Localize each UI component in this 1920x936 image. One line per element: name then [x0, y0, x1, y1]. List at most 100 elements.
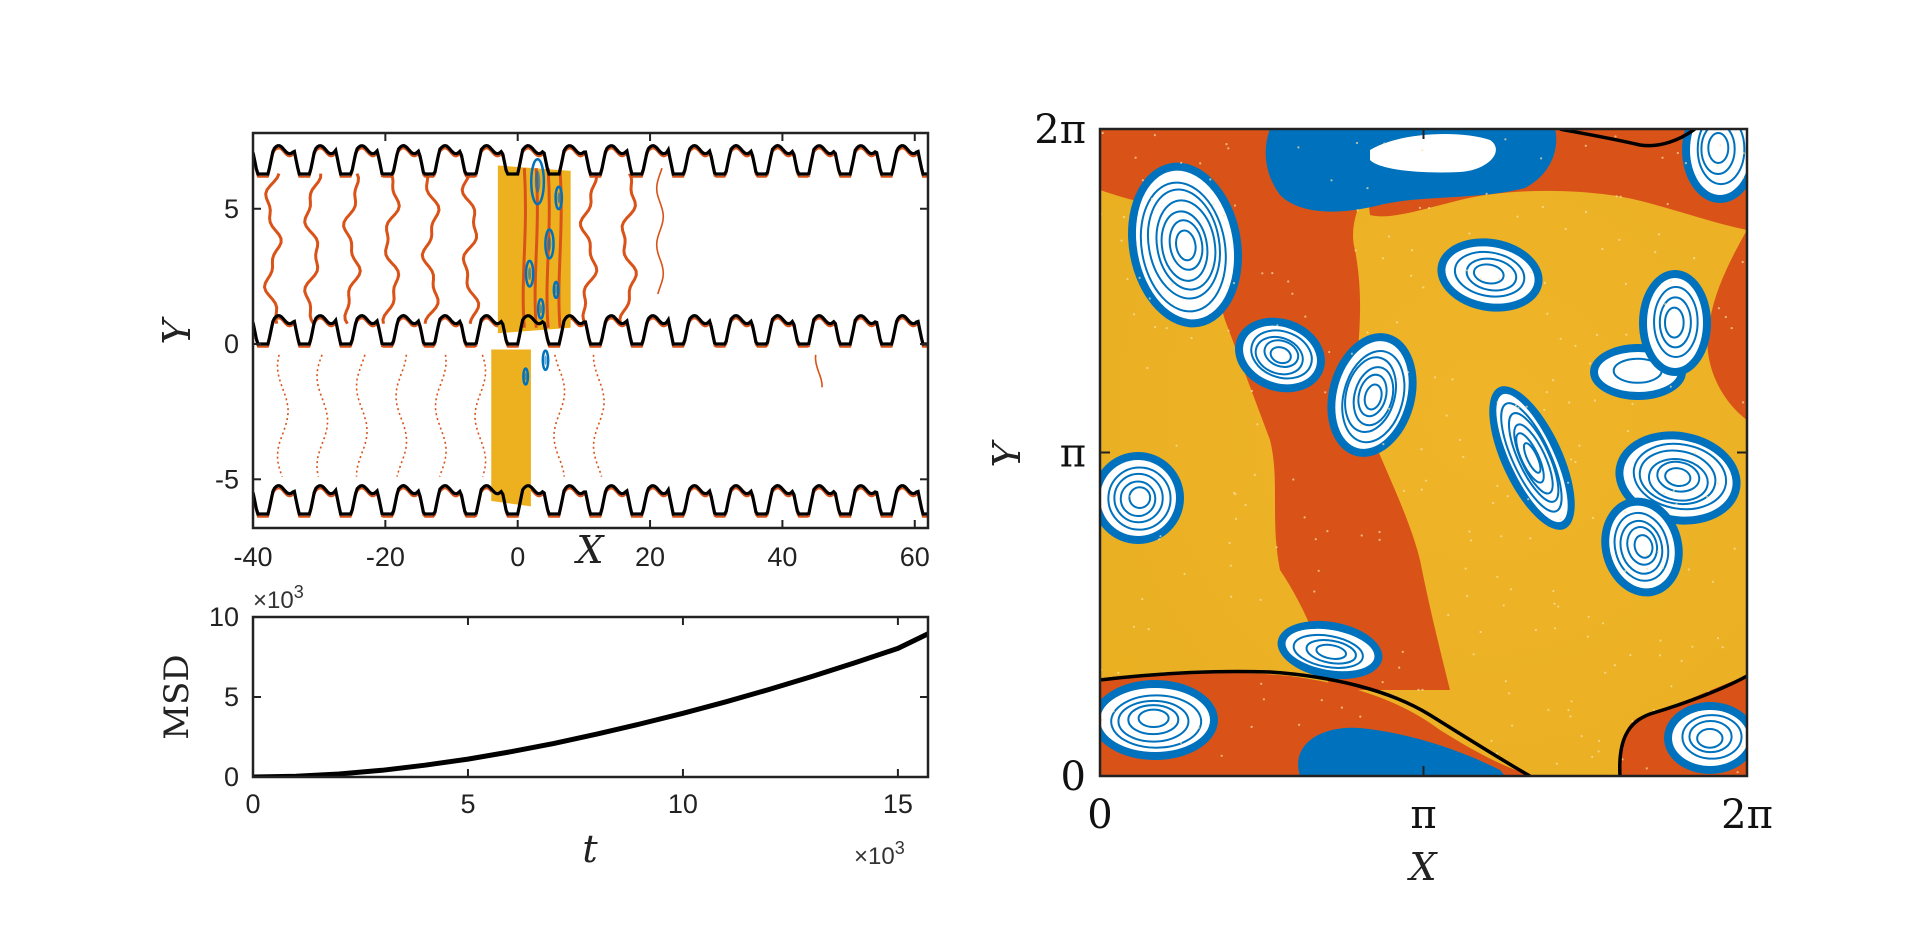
speckle-point — [1458, 438, 1461, 442]
speckle-point — [1271, 272, 1274, 275]
speckle-point — [1530, 271, 1533, 274]
island-orbit — [1664, 467, 1692, 487]
speckle-point — [1553, 602, 1556, 605]
speckle-point — [1661, 566, 1664, 569]
blue-island-orbit — [536, 298, 545, 320]
speckle-point — [1517, 406, 1520, 410]
speckle-point — [1719, 144, 1722, 147]
orange-trajectory — [420, 173, 441, 325]
speckle-point — [1552, 589, 1555, 593]
trajectory-y-label: Y — [155, 316, 199, 345]
msd-x-label: t — [582, 827, 598, 871]
speckle-point — [1220, 754, 1223, 757]
orange-strand — [545, 168, 551, 328]
speckle-point — [1190, 337, 1193, 340]
speckle-point — [1233, 204, 1237, 207]
speckle-point — [1259, 598, 1262, 601]
speckle-point — [1534, 628, 1537, 632]
speckle-point — [1691, 645, 1694, 648]
y-tick-label: 2π — [1034, 107, 1086, 153]
speckle-point — [1451, 378, 1454, 381]
msd-y-label: MSD — [157, 654, 197, 739]
speckle-point — [1232, 282, 1236, 285]
speckle-point — [1183, 572, 1186, 576]
poincare-ticks: 00 π π 2π 2π — [1034, 107, 1773, 838]
speckle-point — [1724, 315, 1727, 319]
speckle-point — [1527, 498, 1530, 501]
blue-island-orbit — [530, 158, 546, 206]
speckle-point — [1287, 280, 1290, 283]
speckle-point — [1578, 444, 1581, 447]
orange-trajectory-dotted — [553, 354, 566, 477]
speckle-point — [1356, 209, 1359, 212]
blue-island-core — [528, 267, 532, 281]
speckle-point — [1234, 517, 1238, 521]
regular-island — [1437, 238, 1543, 312]
speckle-point — [1490, 739, 1493, 743]
speckle-point — [1646, 567, 1649, 570]
speckle-point — [1170, 722, 1173, 725]
orange-trajectory — [303, 173, 323, 325]
speckle-point — [1468, 232, 1471, 235]
speckle-point — [1401, 650, 1404, 654]
speckle-point — [1552, 379, 1555, 382]
island-orbit — [1137, 708, 1170, 729]
speckle-point — [1624, 569, 1627, 573]
speckle-point — [1387, 235, 1391, 238]
poincare-panel: 00 π π 2π 2π X Y — [985, 107, 1773, 889]
island-orbit — [1128, 486, 1152, 509]
orange-trajectory — [618, 172, 638, 325]
speckle-point — [1303, 516, 1306, 519]
island-orbit — [1305, 639, 1357, 665]
speckle-point — [1420, 448, 1423, 451]
orange-trajectory-dotted — [474, 354, 487, 477]
speckle-point — [1350, 352, 1353, 355]
speckle-point — [1568, 401, 1571, 404]
speckle-point — [1134, 156, 1137, 159]
speckle-point — [1421, 149, 1424, 152]
msd-y-multiplier: ×103 — [253, 582, 304, 614]
speckle-point — [1498, 277, 1501, 280]
trajectory-x-label: X — [573, 528, 605, 572]
speckle-point — [1197, 726, 1200, 729]
speckle-point — [1227, 147, 1230, 150]
speckle-point — [1664, 303, 1667, 306]
regular-island — [1327, 333, 1417, 457]
speckle-point — [1564, 227, 1567, 231]
island-orbit — [1344, 356, 1397, 433]
orange-trajectory-series — [253, 147, 928, 518]
speckle-point — [1382, 443, 1385, 446]
island-orbit — [1515, 432, 1545, 484]
speckle-point — [1462, 455, 1465, 458]
boundary-curve — [253, 483, 928, 516]
speckle-point — [1230, 595, 1233, 598]
speckle-point — [1256, 423, 1259, 426]
regular-island — [1639, 270, 1711, 376]
speckle-point — [1613, 664, 1616, 667]
speckle-point — [1504, 138, 1507, 141]
y-tick-label: π — [1060, 431, 1086, 477]
white-core-top — [1370, 134, 1496, 173]
island-orbit — [1453, 250, 1526, 298]
speckle-point — [1291, 292, 1294, 295]
speckle-point — [1165, 327, 1168, 330]
speckle-point — [1324, 391, 1327, 394]
speckle-point — [1320, 699, 1323, 702]
speckle-point — [1199, 162, 1202, 165]
speckle-point — [1670, 685, 1673, 688]
speckle-point — [1716, 164, 1719, 167]
speckle-point — [1387, 407, 1391, 410]
speckle-point — [1133, 313, 1136, 316]
speckle-point — [1730, 327, 1733, 330]
speckle-point — [1675, 503, 1678, 506]
island-orbit — [1696, 728, 1724, 749]
speckle-point — [1179, 741, 1183, 744]
speckle-point — [1100, 718, 1103, 721]
blue-island-orbit — [544, 228, 555, 260]
speckle-point — [1557, 605, 1560, 608]
island-orbit — [1269, 346, 1292, 365]
speckle-point — [1480, 277, 1483, 280]
speckle-point — [1716, 482, 1719, 485]
speckle-point — [1614, 135, 1617, 138]
speckle-point — [1543, 281, 1546, 285]
